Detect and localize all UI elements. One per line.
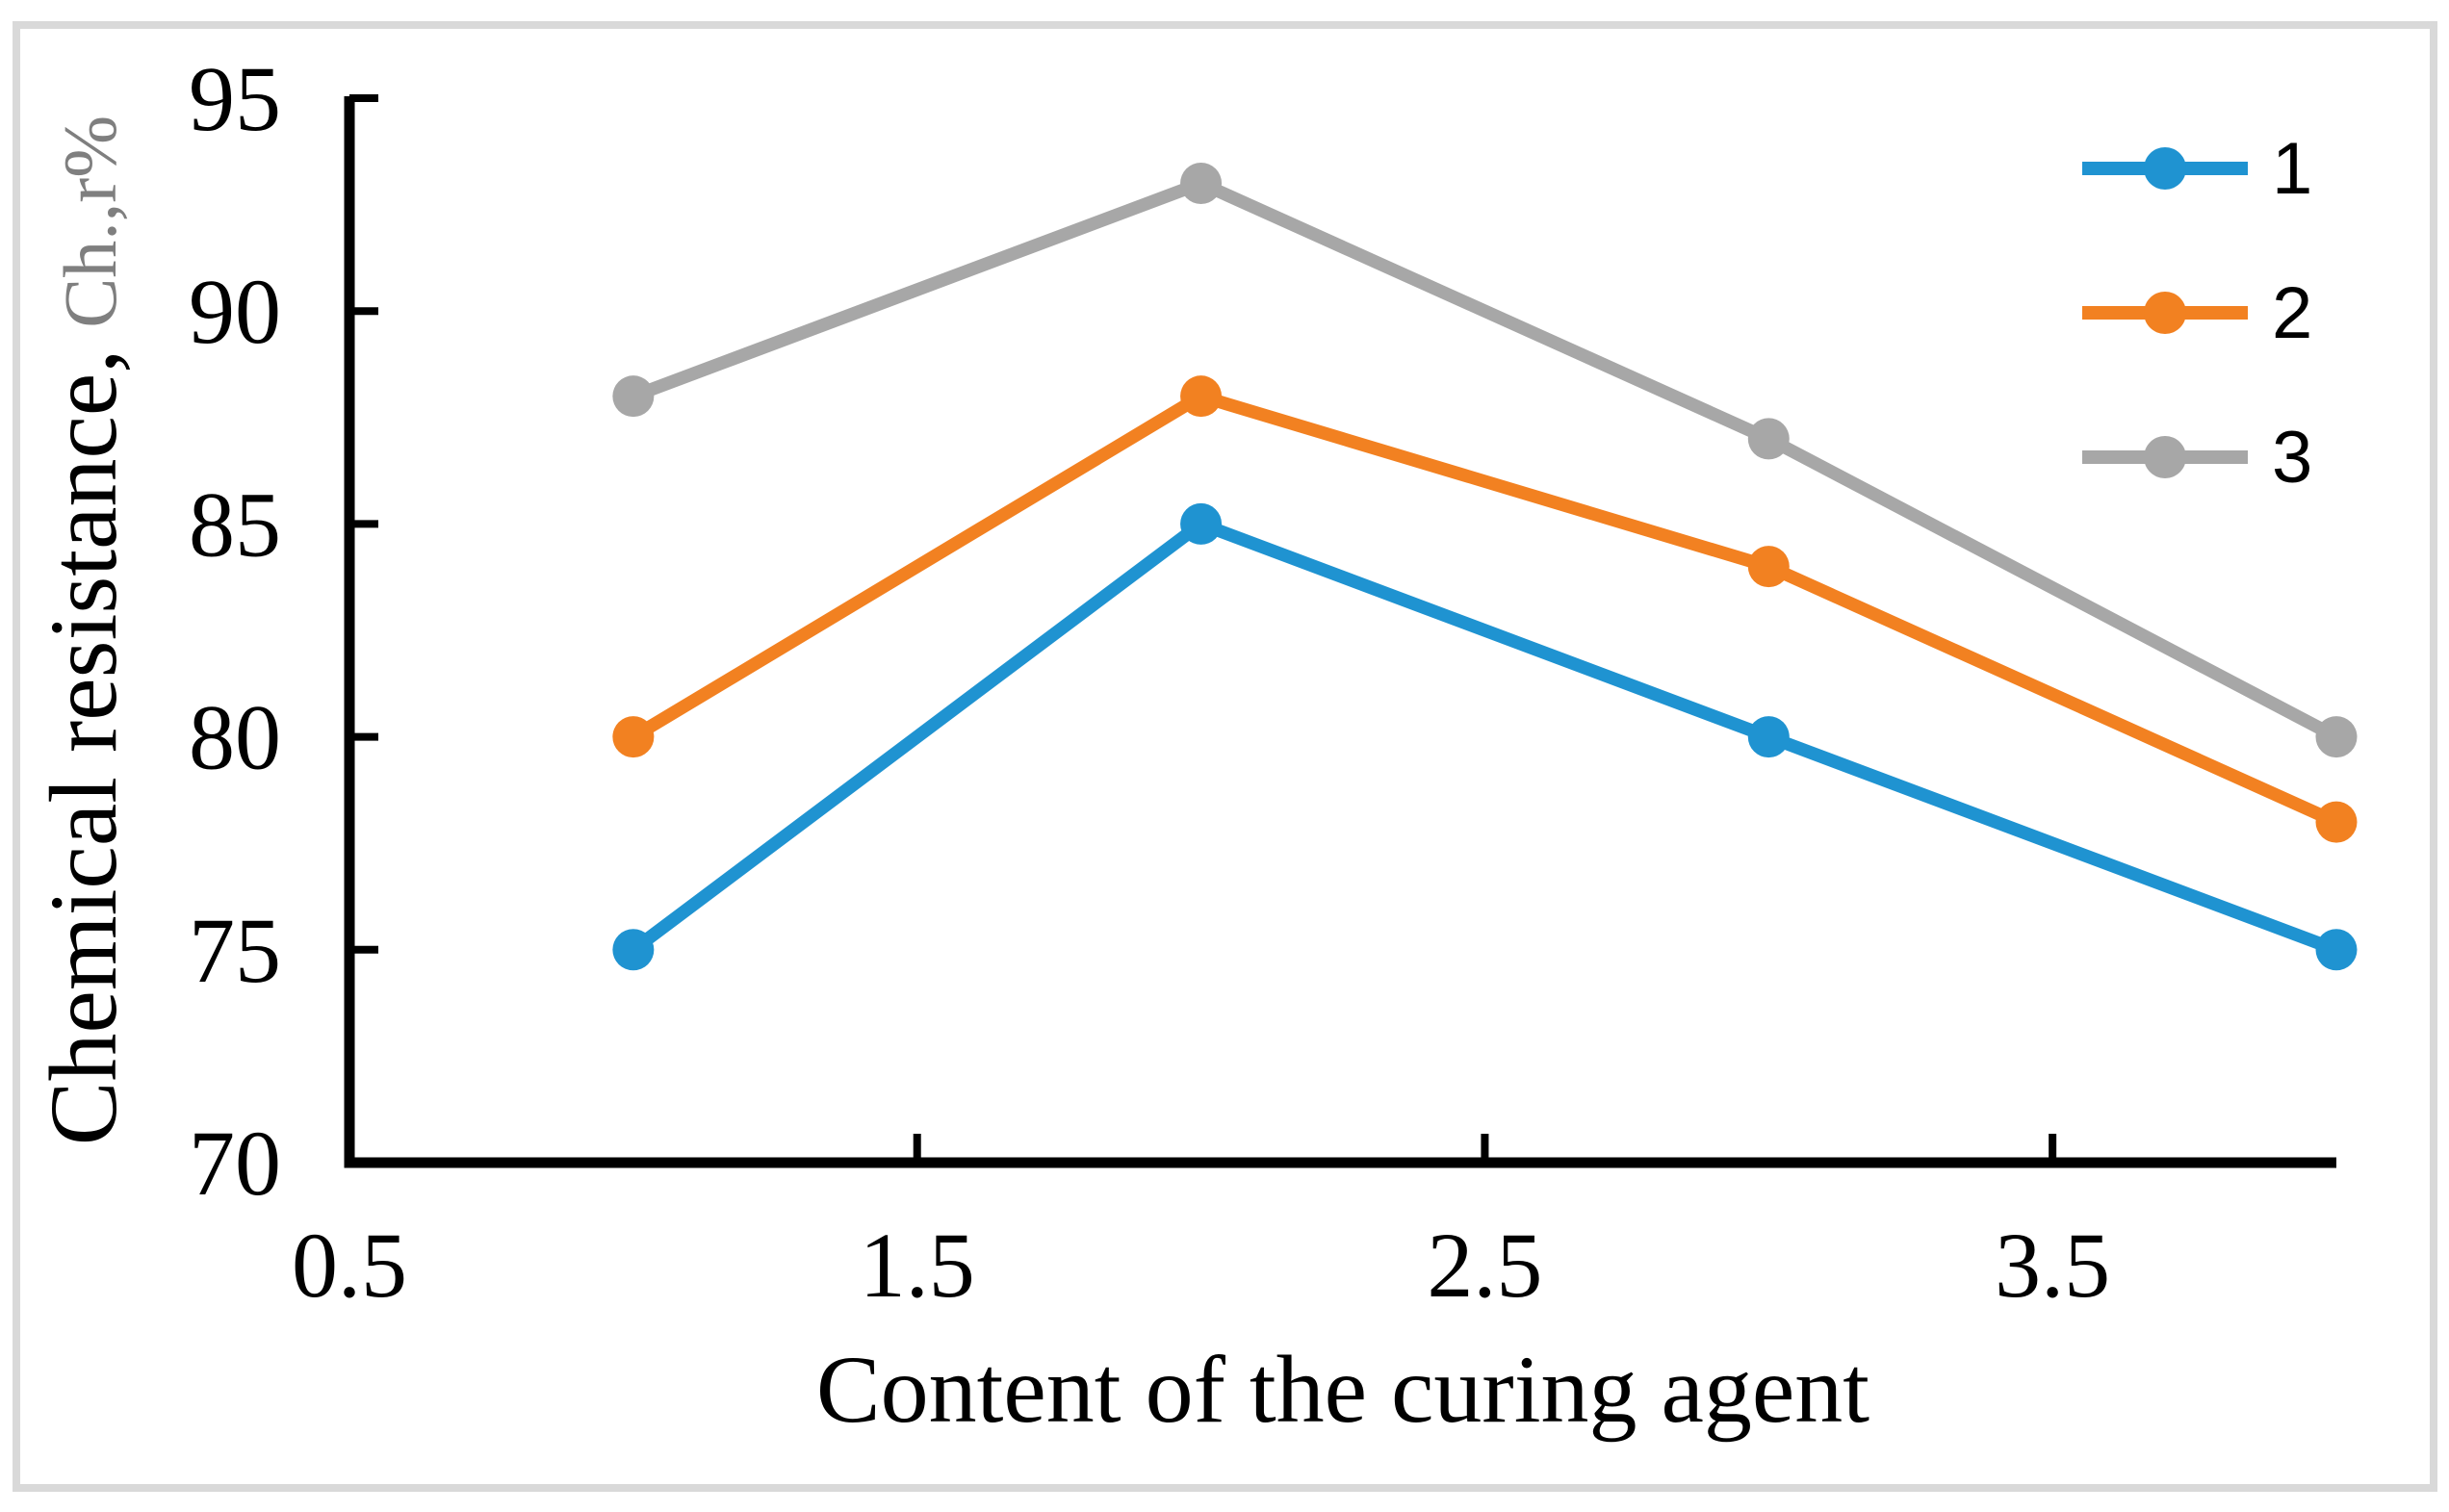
y-tick-label-85: 85: [189, 473, 281, 576]
series-2-line: [630, 389, 2339, 829]
y-tick-label-70: 70: [189, 1112, 281, 1215]
x-tick-label-0.5: 0.5: [292, 1214, 407, 1317]
x-tick-label-1.5: 1.5: [860, 1214, 975, 1317]
legend-item-3: 3: [2082, 417, 2312, 499]
series-3-marker-x1: [612, 375, 655, 418]
x-axis-title: Content of the curing agent: [816, 1336, 1869, 1443]
legend-marker-1: [2144, 147, 2186, 190]
series-1-marker-x3: [1747, 716, 1790, 758]
legend-item-2: 2: [2082, 272, 2312, 354]
y-axis-title-suffix: Ch.,r%: [48, 115, 132, 328]
y-tick-label-75: 75: [189, 899, 281, 1002]
chart-border: [13, 21, 2437, 1492]
series-2-marker-x1: [612, 716, 655, 758]
y-axis-title: Chemical resistance, Ch.,r%: [30, 115, 137, 1145]
legend-marker-2: [2144, 292, 2186, 334]
series-3-line: [631, 176, 2340, 743]
legend-marker-3: [2144, 436, 2186, 478]
series-2-marker-x4: [2315, 801, 2358, 843]
legend-label-2: 2: [2272, 272, 2312, 354]
series-3-marker-x3: [1747, 418, 1790, 460]
series-1-marker-x2: [1180, 502, 1223, 545]
y-tick-label-95: 95: [189, 47, 281, 150]
y-tick-label-80: 80: [189, 686, 281, 789]
y-axis-title-main: Chemical resistance,: [30, 349, 137, 1145]
series-1-line: [629, 516, 2339, 957]
series-2-marker-x3: [1747, 546, 1790, 588]
legend-label-3: 3: [2272, 417, 2312, 499]
legend-item-1: 1: [2082, 128, 2312, 210]
series-1-marker-x1: [612, 929, 655, 971]
series-2-marker-x2: [1180, 375, 1223, 418]
x-tick-label-2.5: 2.5: [1427, 1214, 1542, 1317]
legend-label-1: 1: [2272, 128, 2312, 210]
y-tick-label-90: 90: [189, 260, 281, 363]
series-3-marker-x2: [1180, 162, 1223, 204]
series-1-marker-x4: [2315, 929, 2358, 971]
x-tick-label-3.5: 3.5: [1995, 1214, 2110, 1317]
series-3-marker-x4: [2315, 716, 2358, 758]
